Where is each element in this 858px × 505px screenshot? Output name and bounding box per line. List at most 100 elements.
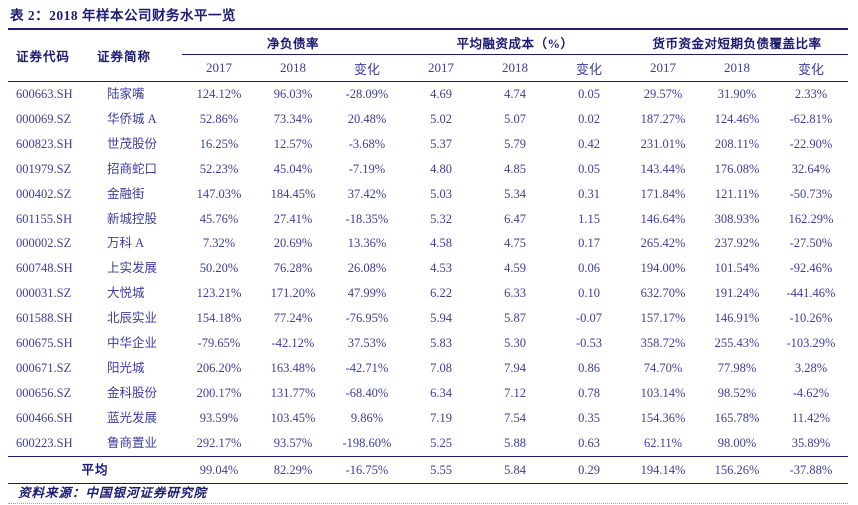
value-cell-1: 76.28% xyxy=(273,261,313,276)
table-row: 000656.SZ 金科股份 200.17% 131.77% -68.40% 6.34 7.… xyxy=(8,381,848,406)
value-cell-1: 20.69% xyxy=(273,236,313,251)
table-row: 000402.SZ 金融街 147.03% 184.45% 37.42% 5.03 5.34… xyxy=(8,182,848,207)
value-cell-6: 632.70% xyxy=(640,286,686,301)
subheader-g2-0: 2017 xyxy=(626,54,700,82)
security-name: 北辰实业 xyxy=(107,311,158,326)
financial-table: 证券代码 证券简称 净负债率 平均融资成本（%） 货币资金对短期负债覆盖比率 2… xyxy=(8,30,848,485)
subheader-g0-1: 2018 xyxy=(256,54,330,82)
year-subheader-row: 2017 2018 变化 2017 2018 变化 2017 2018 变化 xyxy=(8,54,848,82)
value-cell-2: 26.08% xyxy=(347,261,387,276)
report-table-page: 表 2：2018 年样本公司财务水平一览 证券代码 证券简称 净负债率 平均融资… xyxy=(8,0,848,505)
value-cell-7: 98.00% xyxy=(717,435,757,450)
value-cell-1: 12.57% xyxy=(273,136,313,151)
value-cell-3: 7.08 xyxy=(430,360,452,375)
value-cell-7: 255.43% xyxy=(714,336,760,351)
security-name: 阳光城 xyxy=(107,360,145,375)
security-code: 000031.SZ xyxy=(16,286,72,301)
value-cell-2: -76.95% xyxy=(345,311,389,326)
value-cell-4: 6.33 xyxy=(504,286,526,301)
value-cell-3: 5.25 xyxy=(430,435,452,450)
value-cell-6: 146.64% xyxy=(640,211,686,226)
value-cell-2: -68.40% xyxy=(345,385,389,400)
value-cell-8: -62.81% xyxy=(789,111,833,126)
value-cell-2: 37.42% xyxy=(347,186,387,201)
value-cell-0: 7.32% xyxy=(202,236,236,251)
value-cell-5: 0.17 xyxy=(578,236,600,251)
value-cell-4: 5.34 xyxy=(504,186,526,201)
table-row: 601588.SH 北辰实业 154.18% 77.24% -76.95% 5.94 5.8… xyxy=(8,306,848,331)
value-cell-1: 93.57% xyxy=(273,435,313,450)
table-row: 600466.SH 蓝光发展 93.59% 103.45% 9.86% 7.19 7.54 0… xyxy=(8,406,848,431)
value-cell-5: -0.07 xyxy=(575,311,603,326)
value-cell-1: 163.48% xyxy=(270,360,316,375)
security-code: 600466.SH xyxy=(16,410,73,425)
value-cell-3: 5.32 xyxy=(430,211,452,226)
group-header-net-debt-ratio: 净负债率 xyxy=(182,30,404,55)
table-row: 601155.SH 新城控股 45.76% 27.41% -18.35% 5.32 6.47… xyxy=(8,207,848,232)
value-cell-4: 5.30 xyxy=(504,336,526,351)
value-cell-2: 37.53% xyxy=(347,336,387,351)
value-cell-8: 11.42% xyxy=(791,410,831,425)
value-cell-7: 308.93% xyxy=(714,211,760,226)
value-cell-8: -10.26% xyxy=(789,311,833,326)
table-row: 600748.SH 上实发展 50.20% 76.28% 26.08% 4.53 4.59 0… xyxy=(8,256,848,281)
group-header-row: 证券代码 证券简称 净负债率 平均融资成本（%） 货币资金对短期负债覆盖比率 xyxy=(8,30,848,82)
average-value-5: 0.29 xyxy=(552,455,626,485)
value-cell-5: 0.05 xyxy=(578,87,600,101)
value-cell-0: 45.76% xyxy=(199,211,239,226)
security-code: 000069.SZ xyxy=(16,111,72,126)
value-cell-7: 176.08% xyxy=(714,161,760,176)
security-name: 万科 A xyxy=(107,236,145,251)
value-cell-7: 146.91% xyxy=(714,311,760,326)
subheader-g2-1: 2018 xyxy=(700,54,774,82)
value-cell-0: 154.18% xyxy=(196,311,242,326)
value-cell-6: 103.14% xyxy=(640,385,686,400)
value-cell-4: 7.12 xyxy=(504,385,526,400)
value-cell-6: 74.70% xyxy=(643,360,683,375)
value-cell-0: 52.23% xyxy=(199,161,239,176)
value-cell-3: 7.19 xyxy=(430,410,452,425)
value-cell-4: 5.79 xyxy=(504,136,526,151)
security-name: 上实发展 xyxy=(107,261,158,276)
value-cell-3: 4.80 xyxy=(430,161,452,176)
security-code: 600663.SH xyxy=(16,87,73,101)
value-cell-2: 20.48% xyxy=(347,111,387,126)
value-cell-6: 265.42% xyxy=(640,236,686,251)
security-name: 陆家嘴 xyxy=(107,87,145,101)
security-code: 600823.SH xyxy=(16,136,73,151)
value-cell-1: 131.77% xyxy=(270,385,316,400)
value-cell-4: 5.88 xyxy=(504,435,526,450)
value-cell-4: 6.47 xyxy=(504,211,526,226)
value-cell-0: 50.20% xyxy=(199,261,239,276)
average-value-8: -37.88% xyxy=(774,455,848,485)
value-cell-2: -3.68% xyxy=(348,136,386,151)
value-cell-5: 0.05 xyxy=(578,161,600,176)
value-cell-5: 0.31 xyxy=(578,186,600,201)
value-cell-8: -22.90% xyxy=(789,136,833,151)
average-row: 平均 99.04% 82.29% -16.75% 5.55 5.84 0.29 194.14… xyxy=(8,455,848,485)
value-cell-7: 237.92% xyxy=(714,236,760,251)
value-cell-3: 5.03 xyxy=(430,186,452,201)
value-cell-1: 103.45% xyxy=(270,410,316,425)
security-code: 600223.SH xyxy=(16,435,73,450)
table-row: 000031.SZ 大悦城 123.21% 171.20% 47.99% 6.22 6.33… xyxy=(8,281,848,306)
value-cell-1: 171.20% xyxy=(270,286,316,301)
value-cell-4: 7.54 xyxy=(504,410,526,425)
value-cell-6: 143.44% xyxy=(640,161,686,176)
value-cell-5: -0.53 xyxy=(575,336,603,351)
value-cell-0: 52.86% xyxy=(199,111,239,126)
group-header-cash-coverage-ratio: 货币资金对短期负债覆盖比率 xyxy=(626,30,848,55)
value-cell-3: 4.69 xyxy=(430,87,452,101)
value-cell-3: 5.83 xyxy=(430,336,452,351)
average-label: 平均 xyxy=(8,455,182,485)
value-cell-1: 45.04% xyxy=(273,161,313,176)
value-cell-6: 358.72% xyxy=(640,336,686,351)
value-cell-0: 93.59% xyxy=(199,410,239,425)
value-cell-5: 0.63 xyxy=(578,435,600,450)
table-body: 600663.SH 陆家嘴 124.12% 96.03% -28.09% 4.69 4.74… xyxy=(8,82,848,457)
value-cell-0: 200.17% xyxy=(196,385,242,400)
value-cell-6: 62.11% xyxy=(643,435,683,450)
value-cell-2: -42.71% xyxy=(345,360,389,375)
value-cell-8: 2.33% xyxy=(794,87,828,101)
security-code: 601155.SH xyxy=(16,211,73,226)
